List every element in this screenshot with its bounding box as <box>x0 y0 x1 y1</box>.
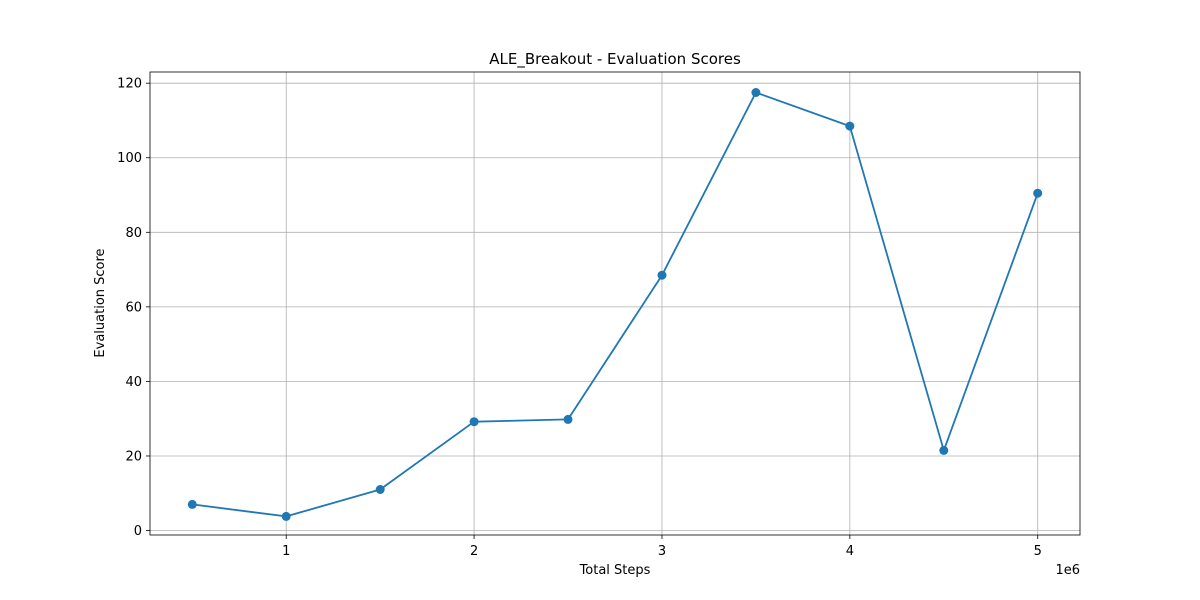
y-tick-label: 120 <box>117 77 142 92</box>
data-point <box>1033 188 1043 198</box>
y-tick-label: 60 <box>125 300 142 315</box>
x-tick-label: 4 <box>846 544 854 559</box>
data-point <box>939 445 949 455</box>
x-tick-label: 5 <box>1034 544 1042 559</box>
y-tick-label: 40 <box>125 375 142 390</box>
grid-lines <box>150 72 1080 535</box>
axis-ticks: 1 2 3 4 5 0 20 40 60 80 100 120 <box>117 77 1042 559</box>
data-point <box>281 511 291 521</box>
y-tick-label: 20 <box>125 449 142 464</box>
x-tick-label: 1 <box>282 544 290 559</box>
data-point <box>375 485 385 494</box>
x-axis-label: Total Steps <box>579 563 651 578</box>
y-tick-label: 80 <box>125 226 142 241</box>
chart-title: ALE_Breakout - Evaluation Scores <box>489 50 741 69</box>
x-tick-label: 2 <box>470 544 478 559</box>
plot-frame <box>149 71 1081 536</box>
data-point <box>845 121 855 131</box>
data-point <box>657 270 667 280</box>
data-point <box>187 499 197 509</box>
series-line <box>192 91 1039 518</box>
y-tick-label: 100 <box>117 151 142 166</box>
data-point <box>751 88 761 97</box>
data-point <box>469 417 479 427</box>
data-point <box>563 414 573 424</box>
x-tick-label: 3 <box>658 544 666 559</box>
y-axis-label: Evaluation Score <box>93 248 108 357</box>
series-layer <box>187 88 1043 521</box>
x-axis-offset-label: 1e6 <box>1055 563 1080 578</box>
y-tick-label: 0 <box>134 524 142 539</box>
